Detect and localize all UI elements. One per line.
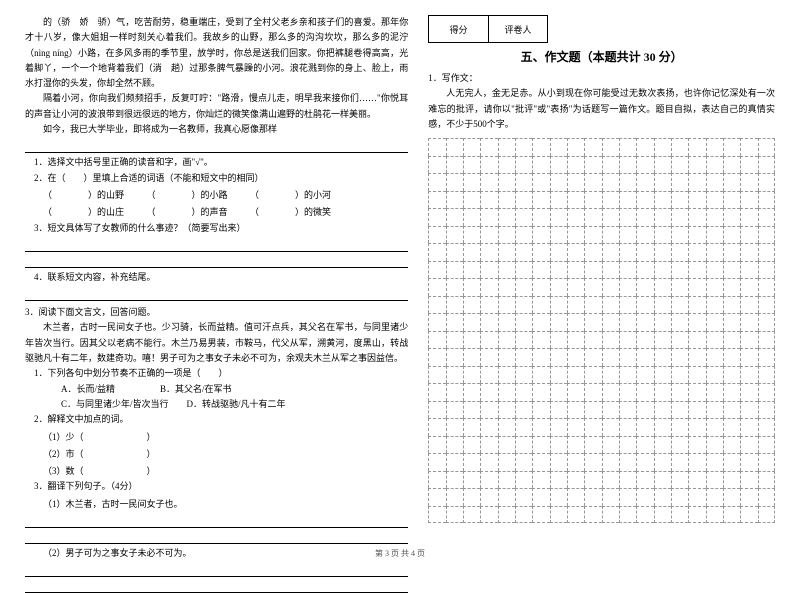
blank-line[interactable]: [25, 139, 408, 153]
blank-line[interactable]: [25, 238, 408, 252]
passage-para-3: 如今，我已大学毕业，即将成为一名教师，我真心愿像那样: [25, 122, 408, 137]
s3-q2-3: （3）数（ ）: [25, 464, 408, 479]
blank-line[interactable]: [25, 514, 408, 528]
section-3: 3．阅读下面文言文，回答问题。: [25, 305, 408, 320]
blank-line[interactable]: [25, 579, 408, 593]
s3-q2-2: （2）市（ ）: [25, 447, 408, 462]
question-3: 3．短文具体写了女教师的什么事迹？（简要写出来）: [25, 221, 408, 236]
passage-para-1: 的（骄 娇 骄）气，吃苦耐劳，稳重端庄，受到了全村父老乡亲和孩子们的喜爱。那年你…: [25, 15, 408, 91]
section-title: 五、作文题（本题共计 30 分）: [428, 48, 775, 65]
essay-prompt-num: 1．写作文：: [428, 71, 775, 86]
question-2a: （ ）的山野 （ ）的小路 （ ）的小河: [25, 188, 408, 203]
blank-line[interactable]: [25, 530, 408, 544]
s3-q1-b: C．与同里诸少年/皆次当行 D．转战驱驰/凡十有二年: [25, 397, 408, 412]
question-4: 4．联系短文内容，补充结尾。: [25, 270, 408, 285]
score-label: 得分: [429, 16, 489, 42]
question-2b: （ ）的山庄 （ ）的声音 （ ）的微笑: [25, 205, 408, 220]
question-2: 2．在（ ）里填上合适的词语（不能和短文中的相同）: [25, 171, 408, 186]
question-1: 1．选择文中括号里正确的读音和字，画"√"。: [25, 155, 408, 170]
s3-q1: 1．下列各句中划分节奏不正确的一项是（ ）: [25, 366, 408, 381]
essay-prompt: 人无完人，金无足赤。从小到现在你可能受过无数次表扬，也许你记忆深处有一次难忘的批…: [428, 86, 775, 132]
s3-q3-1: （1）木兰者，古时一民间女子也。: [25, 497, 408, 512]
grader-label: 评卷人: [489, 16, 548, 42]
left-column: 的（骄 娇 骄）气，吃苦耐劳，稳重端庄，受到了全村父老乡亲和孩子们的喜爱。那年你…: [25, 15, 408, 550]
right-column: 得分 评卷人 五、作文题（本题共计 30 分） 1．写作文： 人无完人，金无足赤…: [428, 15, 775, 550]
s3-q3: 3．翻译下列句子。（4分）: [25, 479, 408, 494]
section-3-passage: 木兰者，古时一民间女子也。少习骑，长而益精。值可汗点兵，其父名在军书，与同里诸少…: [25, 320, 408, 366]
passage-para-2: 隔着小河，你向我们频频招手，反复叮咛："路滑，慢点儿走，明早我来接你们……"你悦…: [25, 91, 408, 122]
s3-q2: 2．解释文中加点的词。: [25, 412, 408, 427]
s3-q2-1: （1）少（ ）: [25, 430, 408, 445]
blank-line[interactable]: [25, 287, 408, 301]
score-box: 得分 评卷人: [428, 15, 548, 43]
page-footer: 第 3 页 共 4 页: [0, 548, 800, 559]
blank-line[interactable]: [25, 254, 408, 268]
essay-grid[interactable]: [428, 138, 775, 523]
s3-q1-a: A．长而/益精 B．其父名/在军书: [25, 382, 408, 397]
blank-line[interactable]: [25, 563, 408, 577]
